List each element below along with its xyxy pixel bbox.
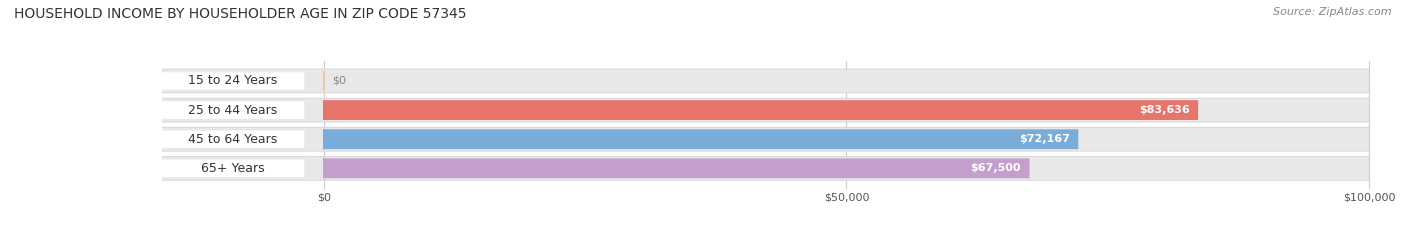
FancyBboxPatch shape: [323, 100, 1198, 120]
FancyBboxPatch shape: [323, 158, 1029, 178]
Text: 15 to 24 Years: 15 to 24 Years: [188, 75, 277, 87]
Text: Source: ZipAtlas.com: Source: ZipAtlas.com: [1274, 7, 1392, 17]
FancyBboxPatch shape: [323, 129, 1078, 149]
Text: 25 to 44 Years: 25 to 44 Years: [188, 104, 277, 116]
FancyBboxPatch shape: [162, 69, 1369, 93]
FancyBboxPatch shape: [162, 72, 304, 90]
Text: $0: $0: [332, 76, 346, 86]
Text: 45 to 64 Years: 45 to 64 Years: [188, 133, 277, 146]
FancyBboxPatch shape: [162, 156, 1369, 180]
Text: $72,167: $72,167: [1019, 134, 1070, 144]
FancyBboxPatch shape: [162, 160, 304, 177]
FancyBboxPatch shape: [162, 130, 304, 148]
FancyBboxPatch shape: [162, 127, 1369, 151]
Text: $83,636: $83,636: [1139, 105, 1189, 115]
FancyBboxPatch shape: [162, 101, 304, 119]
Text: 65+ Years: 65+ Years: [201, 162, 264, 175]
Text: $67,500: $67,500: [970, 163, 1021, 173]
Text: HOUSEHOLD INCOME BY HOUSEHOLDER AGE IN ZIP CODE 57345: HOUSEHOLD INCOME BY HOUSEHOLDER AGE IN Z…: [14, 7, 467, 21]
FancyBboxPatch shape: [162, 98, 1369, 122]
